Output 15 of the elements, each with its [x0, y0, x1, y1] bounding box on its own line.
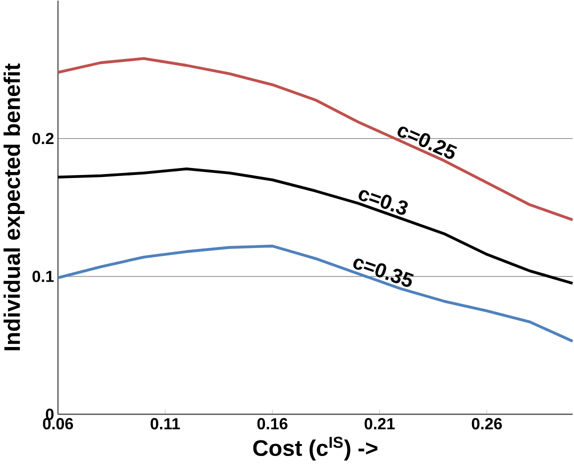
y-tick-label: 0.1 [32, 270, 54, 282]
y-tick-label: 0 [46, 408, 54, 420]
x-axis-title: Cost (c$^{IS}$) -> [253, 436, 378, 460]
y-tick-label: 0.2 [32, 132, 54, 144]
text: c=0.25 [398, 126, 458, 159]
x-tick-label: 0.26 [472, 418, 502, 430]
text: c=0.3 [358, 190, 408, 215]
x-tick-label: 0.11 [150, 418, 180, 430]
x-tick-label: 0.21 [364, 418, 395, 430]
x-tick-label: 0.16 [257, 418, 288, 430]
text: c=0.35 [353, 258, 414, 287]
y-axis-title: Individual expected benefit [4, 63, 25, 350]
x-tick-label: 0.06 [42, 418, 74, 430]
line-series [56, 244, 574, 343]
line-series [56, 57, 574, 222]
